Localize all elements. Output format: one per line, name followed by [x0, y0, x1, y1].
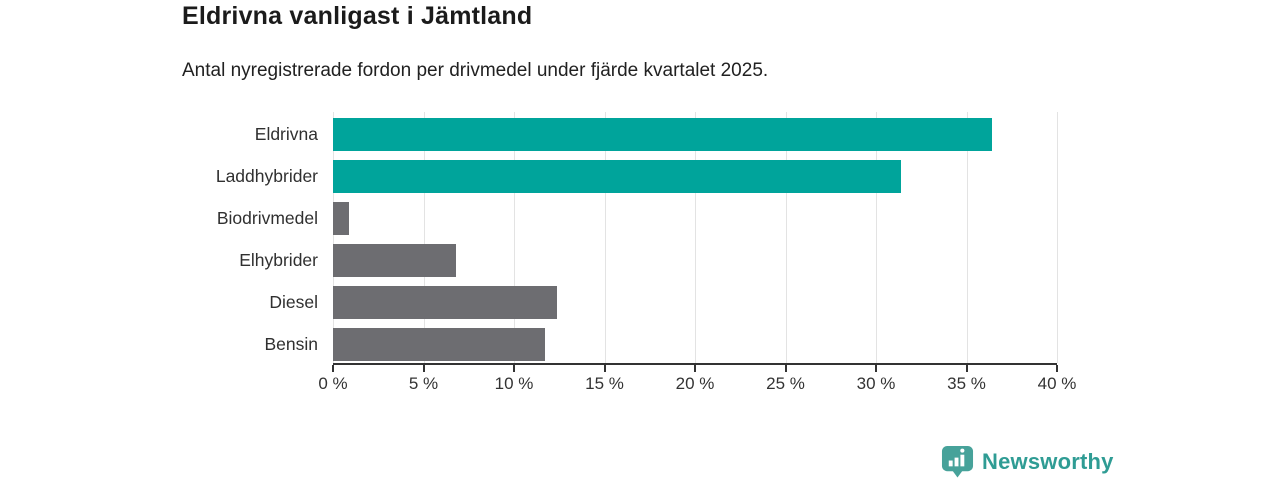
axis-tick	[422, 365, 425, 372]
axis-tick	[965, 365, 968, 372]
newsworthy-logo-text: Newsworthy	[982, 448, 1114, 474]
gridline	[876, 112, 877, 363]
axis-tick	[1056, 365, 1058, 372]
axis-tick-label: 35 %	[947, 374, 986, 393]
gridline	[785, 112, 787, 363]
axis-tick-label: 10 %	[494, 374, 534, 393]
axis-tick-label: 5 %	[408, 374, 439, 393]
axis-tick	[694, 365, 696, 372]
axis-tick-label: 0 %	[318, 374, 348, 393]
gridline	[966, 112, 968, 363]
bar-diesel	[333, 285, 558, 319]
bar-biodrivmedel	[333, 202, 350, 236]
bar-elhybrider	[333, 243, 457, 277]
newsworthy-barchart-pin-icon	[941, 445, 974, 478]
gridline	[514, 112, 515, 363]
axis-tick-label: 25 %	[766, 374, 805, 393]
bar-eldrivna	[333, 118, 992, 152]
category-label: Laddhybrider	[215, 166, 318, 187]
gridline	[333, 112, 334, 363]
newsworthy-logo[interactable]: Newsworthy	[941, 445, 1114, 478]
category-label: Biodrivmedel	[216, 208, 318, 229]
x-axis: 0 % 5 % 10 % 15 % 20 % 25 % 30 % 35 % 40 %	[318, 365, 1076, 405]
category-label: Eldrivna	[254, 124, 318, 145]
axis-tick-label: 15 %	[585, 374, 624, 393]
category-label: Elhybrider	[239, 249, 318, 270]
axis-tick	[875, 365, 877, 372]
bar-laddhybrider	[333, 160, 902, 194]
bar-bensin	[333, 327, 545, 361]
gridline	[695, 112, 696, 363]
gridline	[1057, 112, 1058, 363]
chart-subtitle: Antal nyregistrerade fordon per drivmede…	[182, 60, 769, 81]
axis-tick-label: 20 %	[675, 374, 715, 393]
plot-area	[333, 112, 1058, 365]
axis-tick-label: 40 %	[1037, 374, 1077, 393]
axis-tick	[332, 365, 334, 372]
chart-title: Eldrivna vanligast i Jämtland	[182, 2, 533, 30]
category-label: Bensin	[264, 333, 318, 354]
gridline	[423, 112, 425, 363]
category-label: Diesel	[269, 291, 318, 312]
axis-tick	[784, 365, 787, 372]
axis-tick-label: 30 %	[856, 374, 896, 393]
axis-tick	[603, 365, 606, 372]
gridline	[604, 112, 606, 363]
axis-tick	[513, 365, 515, 372]
